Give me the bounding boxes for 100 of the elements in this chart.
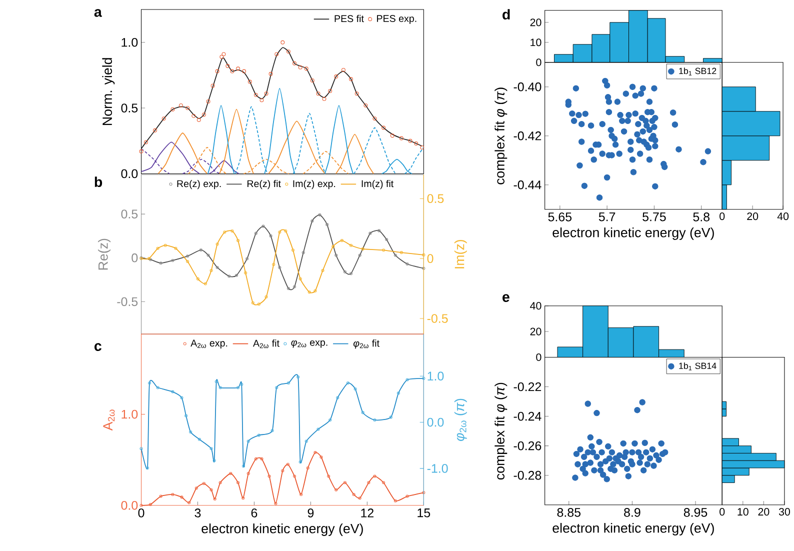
point bbox=[230, 229, 234, 232]
line-series bbox=[140, 46, 423, 149]
point bbox=[639, 398, 646, 406]
point bbox=[640, 466, 647, 474]
point bbox=[270, 428, 274, 432]
y2-tick-label: 0 bbox=[427, 254, 434, 263]
point bbox=[349, 76, 353, 81]
y-tick-label: -0.22 bbox=[514, 382, 542, 391]
point bbox=[587, 434, 594, 440]
y-tick-label: 10 bbox=[530, 38, 542, 46]
y-axis-title: A$_{2ω}$ bbox=[103, 409, 115, 430]
x-tick-label: 20 bbox=[758, 508, 770, 516]
x-axis-title: electron kinetic energy (eV) bbox=[202, 523, 363, 536]
point bbox=[162, 116, 166, 120]
x-tick-label: 40 bbox=[777, 212, 789, 220]
point bbox=[246, 256, 249, 260]
point bbox=[372, 116, 377, 120]
point bbox=[610, 460, 616, 468]
point bbox=[358, 496, 362, 500]
point bbox=[378, 228, 381, 232]
y-tick-label: 0.0 bbox=[121, 500, 138, 510]
x-tick-label: 6 bbox=[251, 508, 258, 518]
point bbox=[214, 380, 218, 383]
point bbox=[280, 40, 285, 44]
point bbox=[292, 61, 296, 66]
x-axis-title: electron kinetic energy (eV) bbox=[552, 227, 714, 240]
point bbox=[346, 381, 350, 384]
point bbox=[572, 474, 578, 481]
point bbox=[236, 480, 240, 484]
point bbox=[394, 499, 397, 502]
point bbox=[650, 462, 657, 469]
point bbox=[340, 238, 344, 242]
point bbox=[242, 496, 245, 500]
point bbox=[662, 448, 668, 456]
point bbox=[251, 301, 254, 304]
point bbox=[186, 106, 190, 110]
point bbox=[328, 418, 332, 422]
point bbox=[302, 250, 305, 254]
point bbox=[236, 386, 240, 389]
y-tick-label: -0.28 bbox=[514, 470, 542, 480]
point bbox=[406, 262, 409, 266]
point bbox=[216, 266, 219, 269]
point bbox=[210, 84, 215, 88]
point bbox=[171, 258, 174, 262]
legend-label: Re(z) fit bbox=[247, 180, 281, 189]
point bbox=[354, 387, 357, 390]
point bbox=[180, 396, 184, 400]
x-tick-label: 12 bbox=[361, 508, 374, 518]
point bbox=[242, 69, 246, 74]
point bbox=[186, 260, 190, 263]
point bbox=[367, 480, 370, 484]
point bbox=[364, 103, 368, 108]
point bbox=[422, 376, 426, 380]
point bbox=[343, 270, 346, 274]
x-tick-label: 5.8 bbox=[693, 212, 710, 222]
y2-axis-title: φ$_{2ω}$ (π) bbox=[454, 398, 467, 441]
point bbox=[226, 64, 230, 68]
point bbox=[616, 452, 623, 458]
y-tick-label: 0 bbox=[536, 58, 542, 66]
y2-axis-title: Im(z) bbox=[454, 240, 467, 268]
point bbox=[328, 88, 332, 93]
legend-label: Re(z) exp. bbox=[177, 180, 221, 189]
point bbox=[408, 138, 412, 143]
point bbox=[422, 266, 426, 270]
point bbox=[278, 230, 282, 234]
y-tick-label: -0.5 bbox=[117, 297, 138, 306]
point bbox=[591, 466, 598, 474]
point bbox=[321, 268, 324, 272]
point bbox=[292, 474, 296, 478]
point bbox=[218, 480, 222, 484]
legend-label: PES fit bbox=[334, 14, 364, 22]
point bbox=[573, 450, 580, 457]
point bbox=[246, 472, 250, 475]
point bbox=[196, 118, 201, 122]
point bbox=[422, 490, 426, 494]
legend-label: Im(z) exp. bbox=[293, 180, 336, 189]
point bbox=[146, 466, 149, 470]
point bbox=[310, 219, 314, 222]
point bbox=[334, 74, 338, 78]
point bbox=[653, 452, 660, 458]
point bbox=[148, 502, 152, 506]
point bbox=[257, 433, 260, 436]
y-tick-label: 1.0 bbox=[122, 410, 138, 418]
y-axis-title: complex fit φ (π) bbox=[494, 382, 508, 480]
point bbox=[624, 466, 630, 472]
point bbox=[620, 440, 626, 446]
point bbox=[272, 262, 276, 266]
x-tick-label: 3 bbox=[194, 508, 201, 518]
point bbox=[170, 107, 175, 112]
text: e bbox=[502, 294, 510, 302]
point bbox=[212, 458, 216, 462]
point bbox=[210, 488, 213, 492]
y2-tick-label: 0.0 bbox=[427, 418, 444, 426]
text: c bbox=[94, 342, 102, 351]
point bbox=[361, 410, 364, 414]
point bbox=[236, 66, 240, 70]
y-tick-label: 1.0 bbox=[122, 38, 138, 47]
point bbox=[264, 91, 268, 96]
point bbox=[584, 400, 591, 407]
point bbox=[240, 382, 244, 386]
